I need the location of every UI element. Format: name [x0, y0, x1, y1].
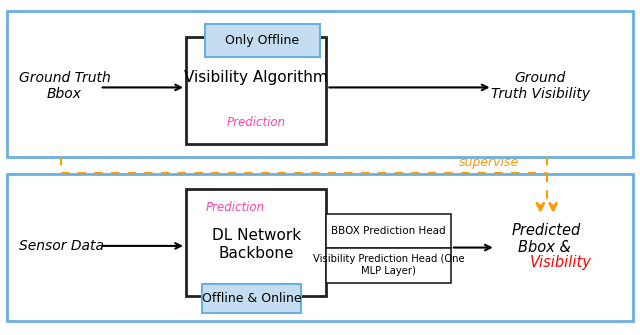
Bar: [205, 24, 320, 57]
Text: DL Network
Backbone: DL Network Backbone: [212, 228, 301, 261]
Bar: [186, 38, 326, 144]
Text: supervise: supervise: [459, 156, 519, 169]
Text: BBOX Prediction Head: BBOX Prediction Head: [332, 226, 446, 236]
Text: Sensor Data: Sensor Data: [19, 239, 104, 253]
Text: Only Offline: Only Offline: [225, 34, 300, 47]
Text: Ground Truth
Bbox: Ground Truth Bbox: [19, 71, 111, 101]
Text: Visibility Algorithm: Visibility Algorithm: [184, 70, 328, 85]
Text: Visibility: Visibility: [530, 255, 592, 270]
Bar: [326, 214, 451, 248]
Text: Ground
Truth Visibility: Ground Truth Visibility: [491, 71, 590, 101]
Bar: [7, 11, 633, 157]
Text: Predicted
Bbox &: Predicted Bbox &: [512, 223, 581, 255]
Bar: [7, 174, 633, 321]
Bar: [326, 248, 451, 283]
Text: Offline & Online: Offline & Online: [202, 292, 301, 305]
Bar: [186, 189, 326, 296]
Text: Prediction: Prediction: [227, 116, 285, 129]
Text: Visibility Prediction Head (One
MLP Layer): Visibility Prediction Head (One MLP Laye…: [313, 254, 465, 276]
Text: Prediction: Prediction: [205, 201, 264, 214]
Bar: [202, 284, 301, 313]
